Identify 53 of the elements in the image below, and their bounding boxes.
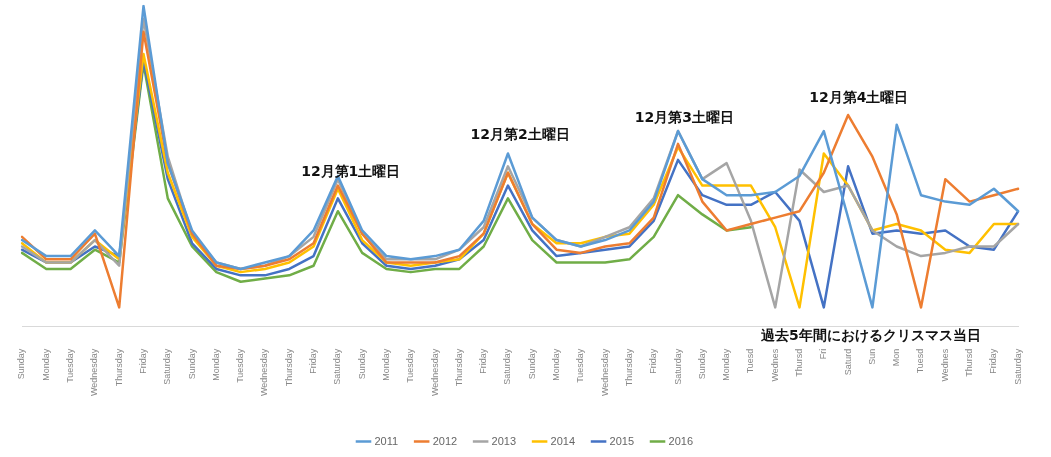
annotation: 12月第4土曜日 bbox=[809, 88, 909, 105]
x-tick-label: Sunday bbox=[526, 348, 537, 380]
x-tick-label: Tuesday bbox=[65, 348, 76, 383]
x-tick-label: Fri bbox=[818, 348, 829, 360]
x-tick-label: Thursday bbox=[113, 348, 124, 387]
x-tick-label: Wednesday bbox=[259, 348, 270, 397]
x-tick-label: Sunday bbox=[696, 348, 707, 380]
x-tick-label: Thursday bbox=[453, 348, 464, 387]
legend-label: 2014 bbox=[550, 434, 576, 447]
x-tick-label: Thursday bbox=[283, 348, 294, 387]
x-tick-label: Thursday bbox=[623, 348, 634, 387]
x-tick-label: Mon bbox=[891, 348, 902, 367]
x-tick-label: Wednes bbox=[769, 348, 780, 382]
x-tick-label: Tuesday bbox=[405, 348, 416, 383]
x-tick-label: Monday bbox=[210, 348, 221, 381]
x-tick-label: Friday bbox=[137, 348, 148, 374]
annotation: 12月第2土曜日 bbox=[470, 125, 570, 142]
x-tick-label: Wednesday bbox=[429, 348, 440, 397]
x-tick-label: Tuesd bbox=[915, 348, 926, 374]
x-tick-label: Tuesday bbox=[575, 348, 586, 383]
x-tick-label: Saturday bbox=[162, 348, 173, 385]
x-tick-label: Saturday bbox=[1012, 348, 1023, 385]
x-tick-label: Friday bbox=[648, 348, 659, 374]
x-tick-label: Tuesday bbox=[235, 348, 246, 383]
x-tick-label: Monday bbox=[551, 348, 562, 381]
x-tick-label: Wednesday bbox=[89, 348, 100, 397]
x-tick-label: Monday bbox=[721, 348, 732, 381]
x-tick-label: Thursd bbox=[964, 348, 975, 377]
x-tick-label: Tuesd bbox=[745, 348, 756, 374]
legend-label: 2012 bbox=[432, 434, 458, 447]
x-tick-label: Monday bbox=[380, 348, 391, 381]
x-tick-label: Saturday bbox=[502, 348, 513, 385]
x-tick-label: Saturday bbox=[332, 348, 343, 385]
legend-label: 2011 bbox=[374, 434, 399, 447]
x-tick-label: Thursd bbox=[794, 348, 805, 377]
x-tick-label: Saturday bbox=[672, 348, 683, 385]
legend-label: 2016 bbox=[668, 434, 694, 447]
legend-label: 2013 bbox=[491, 434, 517, 447]
x-tick-label: Sunday bbox=[356, 348, 367, 380]
x-tick-label: Friday bbox=[308, 348, 319, 374]
x-tick-label: Friday bbox=[478, 348, 489, 374]
annotation: 12月第3土曜日 bbox=[634, 108, 735, 125]
x-tick-label: Sunday bbox=[16, 348, 27, 380]
text: 過去5年間におけるクリスマス当日 bbox=[759, 327, 981, 344]
x-tick-label: Wednesday bbox=[599, 348, 610, 397]
annotation: 12月第1土曜日 bbox=[301, 162, 401, 179]
x-tick-label: Saturd bbox=[842, 348, 853, 376]
legend-label: 2015 bbox=[609, 434, 635, 447]
x-tick-label: Friday bbox=[988, 348, 999, 374]
x-tick-label: Monday bbox=[40, 348, 51, 381]
x-tick-label: Wednes bbox=[939, 348, 950, 382]
x-tick-label: Sunday bbox=[186, 348, 197, 380]
x-tick-label: Sun bbox=[866, 348, 877, 365]
